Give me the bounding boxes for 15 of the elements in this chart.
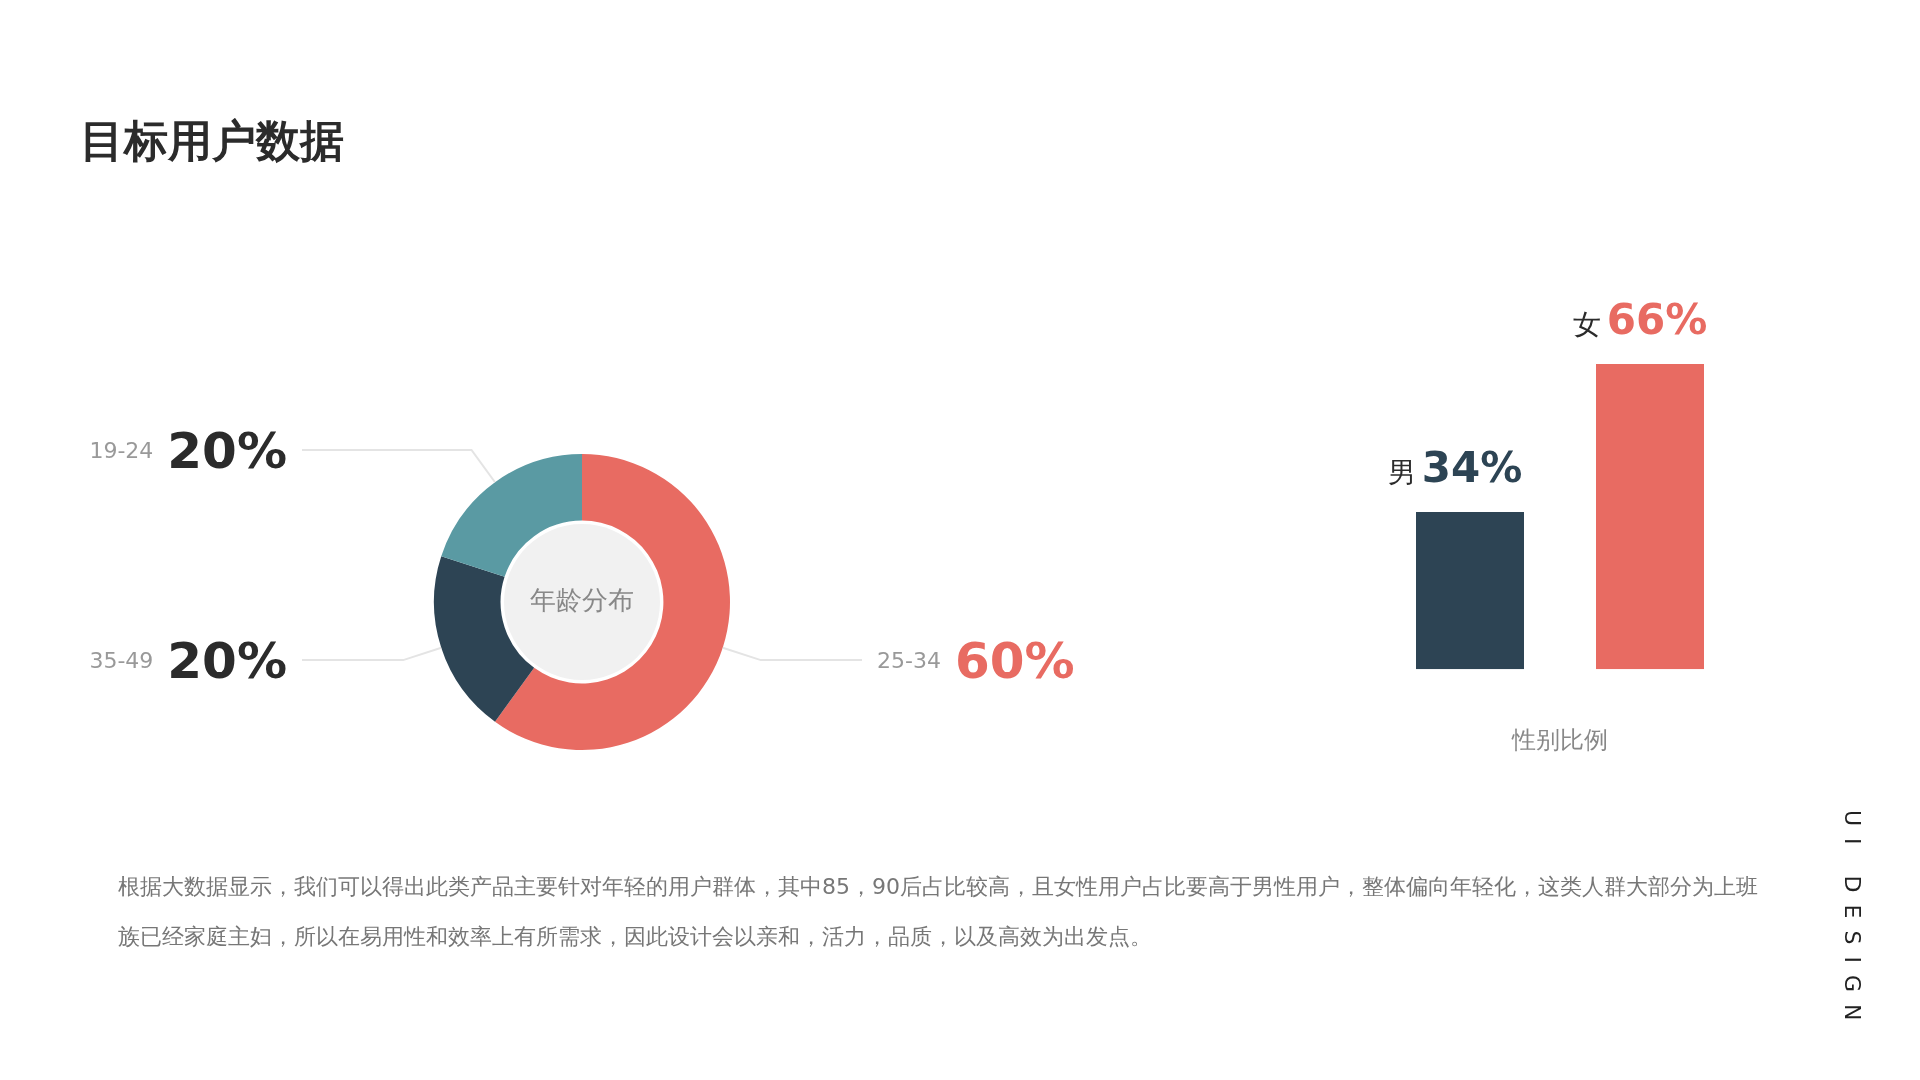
data-label: 20% xyxy=(167,421,288,480)
data-label: 20% xyxy=(167,632,288,691)
x-axis-title: 性别比例 xyxy=(1511,725,1608,754)
text: 根据大数据显示，我们可以得出此类产品主要针对年轻的用户群体，其中85，90后占比较高，且女性用户占比要高于男性用户，整体偏向年轻化，这类人群大部分为上班族已经家庭主妇，所以在易用性和效率上有所需求，因此设计会以亲和，活力，品质，以及高效为出发点。 xyxy=(118,873,1758,951)
chart-title: 目标用户数据 xyxy=(80,114,344,168)
slice-label: 25-34 xyxy=(877,648,941,674)
slice-label: 19-24 xyxy=(89,437,154,463)
text: 年龄分布 xyxy=(530,584,634,615)
data-label: 34% xyxy=(1421,442,1523,492)
x-tick-label: 男 xyxy=(1387,455,1416,489)
x-tick-label: 女 xyxy=(1572,308,1601,341)
data-label: 66% xyxy=(1606,295,1708,344)
text: UI DESIGN xyxy=(1840,810,1865,1033)
slice-label: 35-49 xyxy=(89,648,154,674)
data-label: 60% xyxy=(954,632,1075,691)
